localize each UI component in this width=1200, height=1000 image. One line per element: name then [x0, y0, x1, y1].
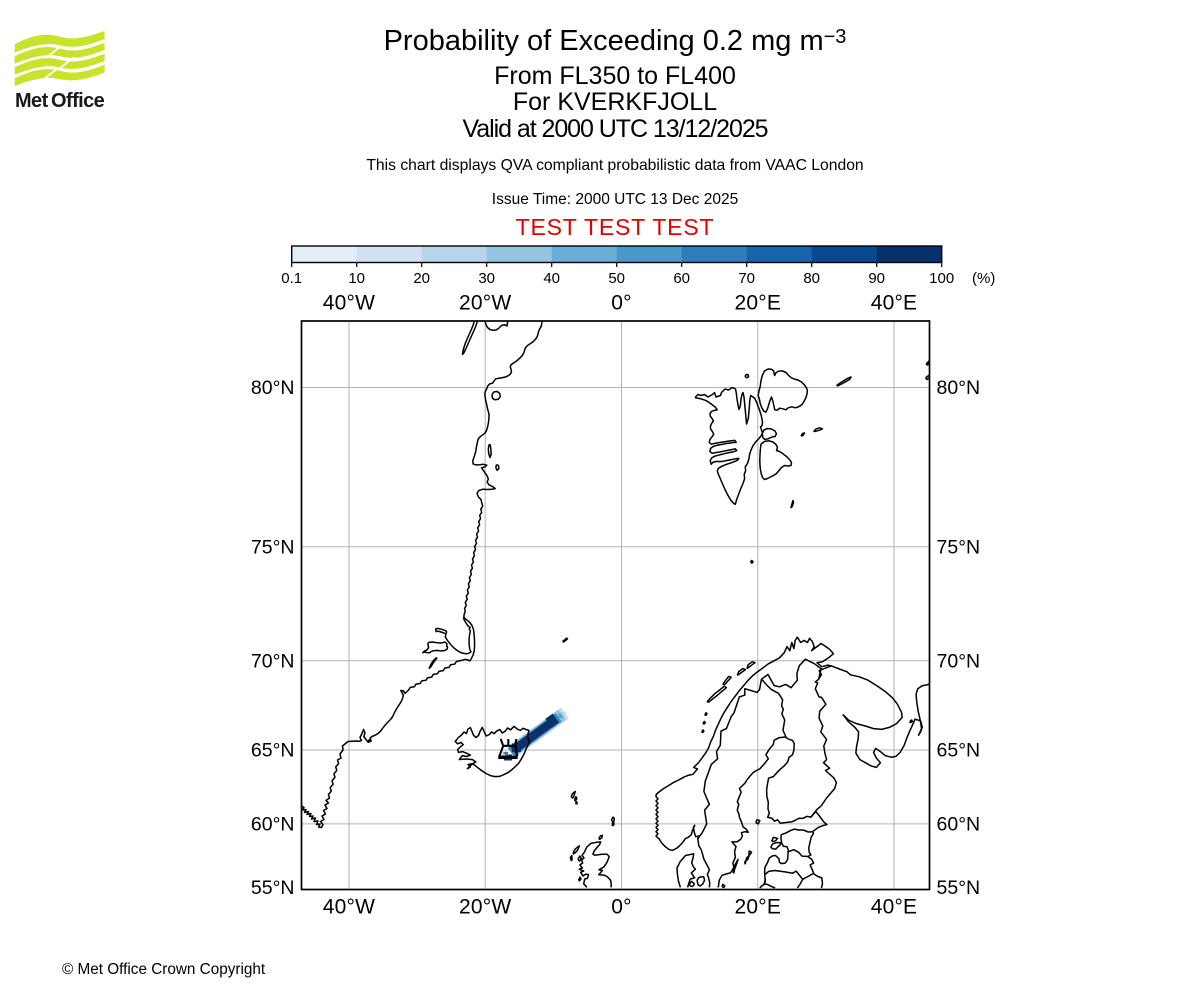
svg-text:100: 100 — [929, 270, 954, 287]
svg-text:(%): (%) — [972, 270, 995, 287]
svg-text:40: 40 — [543, 270, 560, 287]
svg-text:75°N: 75°N — [937, 536, 981, 558]
svg-text:20°E: 20°E — [735, 896, 782, 919]
svg-text:65°N: 65°N — [937, 740, 981, 762]
svg-text:70°N: 70°N — [251, 650, 295, 672]
svg-text:20°E: 20°E — [735, 292, 782, 315]
svg-text:70°N: 70°N — [937, 650, 981, 672]
svg-text:80: 80 — [803, 270, 820, 287]
svg-text:30: 30 — [478, 270, 495, 287]
svg-text:90: 90 — [868, 270, 885, 287]
svg-text:50: 50 — [608, 270, 625, 287]
svg-text:20: 20 — [413, 270, 430, 287]
svg-text:60: 60 — [673, 270, 690, 287]
svg-text:40°W: 40°W — [323, 292, 375, 315]
svg-text:80°N: 80°N — [937, 377, 981, 399]
svg-text:0.1: 0.1 — [281, 270, 302, 287]
svg-text:0°: 0° — [611, 292, 631, 315]
svg-text:20°W: 20°W — [459, 896, 511, 919]
svg-text:40°E: 40°E — [871, 292, 918, 315]
svg-text:80°N: 80°N — [251, 377, 295, 399]
svg-text:55°N: 55°N — [937, 877, 981, 899]
svg-text:65°N: 65°N — [251, 740, 295, 762]
svg-text:75°N: 75°N — [251, 536, 295, 558]
svg-text:70: 70 — [738, 270, 755, 287]
svg-text:60°N: 60°N — [251, 813, 295, 835]
svg-text:10: 10 — [348, 270, 365, 287]
svg-text:40°E: 40°E — [871, 896, 918, 919]
svg-text:0°: 0° — [611, 896, 631, 919]
svg-text:55°N: 55°N — [251, 877, 295, 899]
svg-text:60°N: 60°N — [937, 813, 981, 835]
svg-text:40°W: 40°W — [323, 896, 375, 919]
svg-text:20°W: 20°W — [459, 292, 511, 315]
